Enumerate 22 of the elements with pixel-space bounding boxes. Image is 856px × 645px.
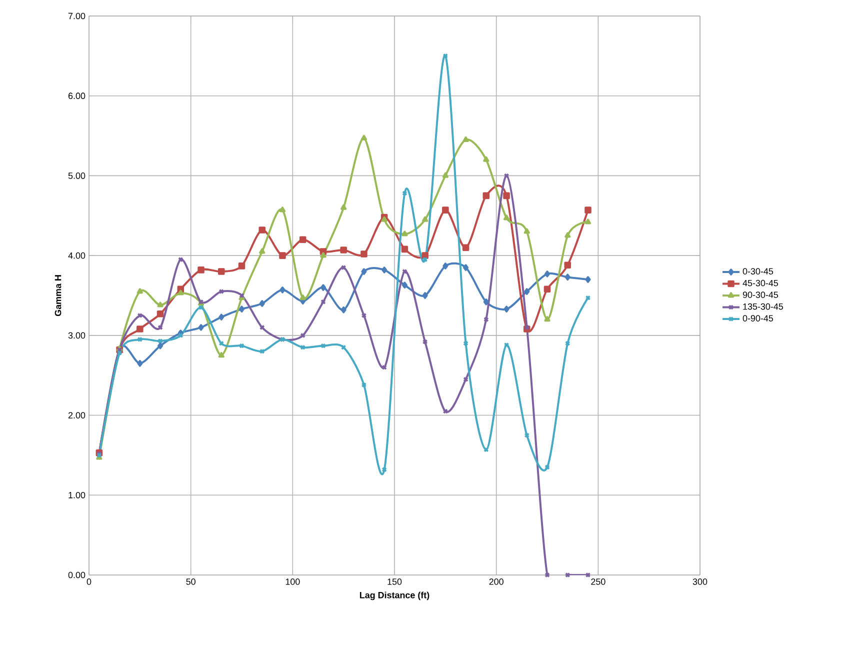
y-tick-label: 7.00 [68,12,86,20]
x-tick-label: 200 [489,578,504,585]
x-axis-title: Lag Distance (ft) [360,592,430,600]
legend-label: 135-30-45 [743,303,784,310]
y-tick-label: 1.00 [68,492,86,498]
x-tick-label: 100 [286,578,300,585]
x-tick-label: 300 [692,578,708,585]
y-tick-label: 2.00 [68,412,86,418]
y-tick-label: 3.00 [68,332,86,339]
y-axis-title: Gamma H [54,275,62,316]
legend-label: 45-30-45 [742,280,778,286]
x-tick-label: 50 [186,578,196,585]
legend-label: 90-30-45 [742,292,778,298]
legend-label: 0-30-45 [742,268,774,274]
y-tick-label: 5.00 [68,172,86,179]
legend-label: 0-90-45 [742,315,774,322]
y-tick-label: 4.00 [68,252,86,259]
x-tick-label: 0 [86,578,92,585]
x-tick-label: 250 [591,578,606,585]
x-tick-label: 150 [388,578,402,585]
y-tick-label: 6.00 [68,92,86,100]
y-tick-label: 0.00 [68,572,86,578]
